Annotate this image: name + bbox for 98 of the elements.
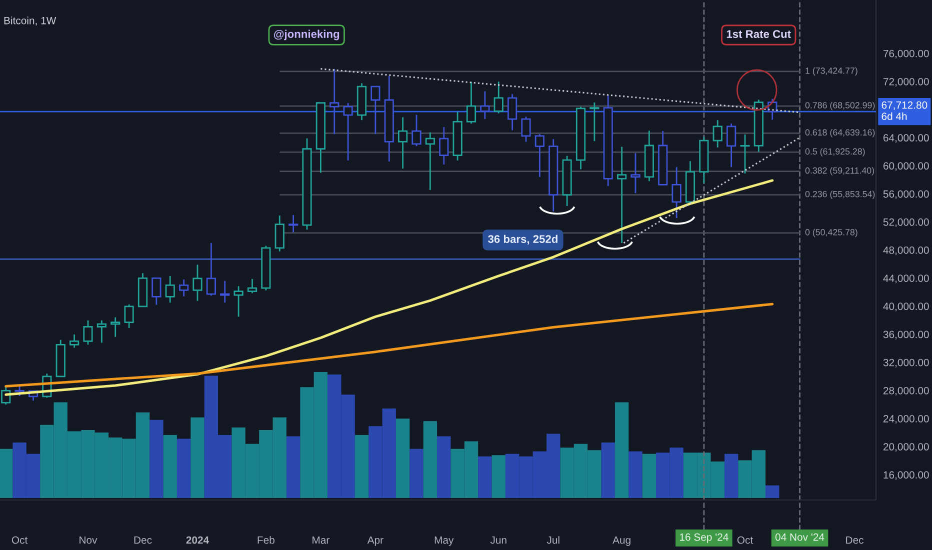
x-tick-label: Jun <box>490 536 506 544</box>
bar <box>478 456 492 498</box>
ref-line-label: 0.382 (59,211.40) <box>805 167 874 176</box>
y-tick-label: 64,000.00 <box>883 134 929 143</box>
candlestick <box>179 278 189 298</box>
bar <box>354 435 369 498</box>
candlestick <box>96 320 106 344</box>
annotation: 1st Rate Cut <box>726 30 791 38</box>
bar <box>0 448 13 498</box>
candlestick <box>630 152 640 194</box>
candlestick <box>220 280 230 304</box>
candlestick <box>14 386 24 397</box>
y-tick-label: 72,000.00 <box>883 78 929 87</box>
ref-line-label: 0 (50,425.78) <box>805 228 858 238</box>
x-tick-label: Dec <box>134 536 152 544</box>
y-tick-label: 36,000.00 <box>883 330 929 340</box>
candlestick <box>521 116 531 143</box>
candlestick <box>83 320 93 346</box>
bar <box>492 455 506 498</box>
x-tick-label: Feb <box>258 536 274 544</box>
candlestick <box>726 122 736 168</box>
ref-line-label: 0.786 (68,502.99) <box>805 102 875 110</box>
bar <box>163 435 177 498</box>
ref-line-label: 0.618 (64,639.16) <box>805 129 875 138</box>
candlestick <box>124 304 134 329</box>
candlestick <box>330 68 340 135</box>
candlestick <box>617 146 627 244</box>
candlestick <box>247 278 258 294</box>
bar <box>286 436 300 498</box>
candlestick <box>288 214 298 233</box>
candlestick <box>206 242 216 296</box>
x-tick-label: 2024 <box>186 536 210 544</box>
candlestick <box>165 275 175 304</box>
y-tick-label: 76,000.00 <box>883 50 929 58</box>
y-tick-label: 32,000.00 <box>883 358 929 368</box>
candlestick <box>398 116 408 170</box>
candlestick <box>466 81 476 124</box>
candlestick <box>740 134 750 174</box>
candlestick <box>343 102 353 162</box>
y-tick-label: 16,000.00 <box>884 471 929 480</box>
bar <box>410 448 424 498</box>
candlestick <box>152 277 162 306</box>
bar <box>766 485 780 498</box>
bar <box>190 417 204 498</box>
ref-line-label: 16 Sep '24 <box>680 533 728 543</box>
candlestick <box>712 119 722 148</box>
ref-line-label: 0.236 (55,853.54) <box>805 190 875 199</box>
annotation: 36 bars, 252d <box>488 234 558 245</box>
text: Bitcoin, 1W <box>4 16 56 26</box>
y-tick-label: 28,000.00 <box>883 386 929 396</box>
candlestick <box>590 102 600 142</box>
bar <box>423 421 438 498</box>
y-tick-label: 24,000.00 <box>883 415 929 424</box>
y-tick-label: 48,000.00 <box>883 246 929 256</box>
candlestick <box>439 126 449 166</box>
candlestick <box>110 316 120 338</box>
candlestick <box>192 264 202 302</box>
x-tick-label: Oct <box>737 536 754 544</box>
candlestick <box>70 334 80 348</box>
candlestick <box>274 214 284 252</box>
x-tick-label: Mar <box>312 536 330 544</box>
x-tick-label: Dec <box>846 536 864 544</box>
ref-line-label: 67,712.80 6d 4h <box>882 101 928 120</box>
candlestick <box>412 114 422 147</box>
y-tick-label: 20,000.00 <box>883 443 929 452</box>
ref-line-label: 1 (73,424.77) <box>806 67 858 76</box>
candlestick <box>234 285 244 318</box>
bar <box>724 454 738 498</box>
candlestick <box>534 133 544 178</box>
candlestick <box>508 93 518 131</box>
bar <box>642 454 656 498</box>
y-tick-label: 60,000.00 <box>883 162 929 171</box>
bar <box>176 438 191 498</box>
candlestick <box>494 80 504 114</box>
candlestick <box>480 90 490 120</box>
x-tick-label: Aug <box>612 536 630 546</box>
candlestick <box>672 166 682 219</box>
x-tick-label: May <box>434 536 454 546</box>
y-tick-label: 44,000.00 <box>883 274 929 284</box>
bar <box>150 420 164 498</box>
y-tick-label: 56,000.00 <box>883 190 929 199</box>
y-tick-label: 40,000.00 <box>883 302 929 312</box>
bar <box>601 442 615 498</box>
ref-line-label: 0.5 (61,925.28) <box>805 148 865 156</box>
x-tick-label: Oct <box>12 536 28 544</box>
bar <box>628 451 642 498</box>
annotation: @jonnieking <box>274 30 340 40</box>
bar <box>396 418 410 498</box>
candlestick <box>425 132 435 191</box>
x-tick-label: Nov <box>80 536 98 544</box>
y-tick-label: 52,000.00 <box>883 218 929 228</box>
bar <box>437 436 451 498</box>
x-tick-label: Jul <box>546 536 560 544</box>
candlestick <box>370 85 380 135</box>
line-series <box>4 302 774 388</box>
x-tick-label: Apr <box>367 536 384 546</box>
bar <box>614 402 629 498</box>
ref-line-label: 04 Nov '24 <box>775 533 824 541</box>
